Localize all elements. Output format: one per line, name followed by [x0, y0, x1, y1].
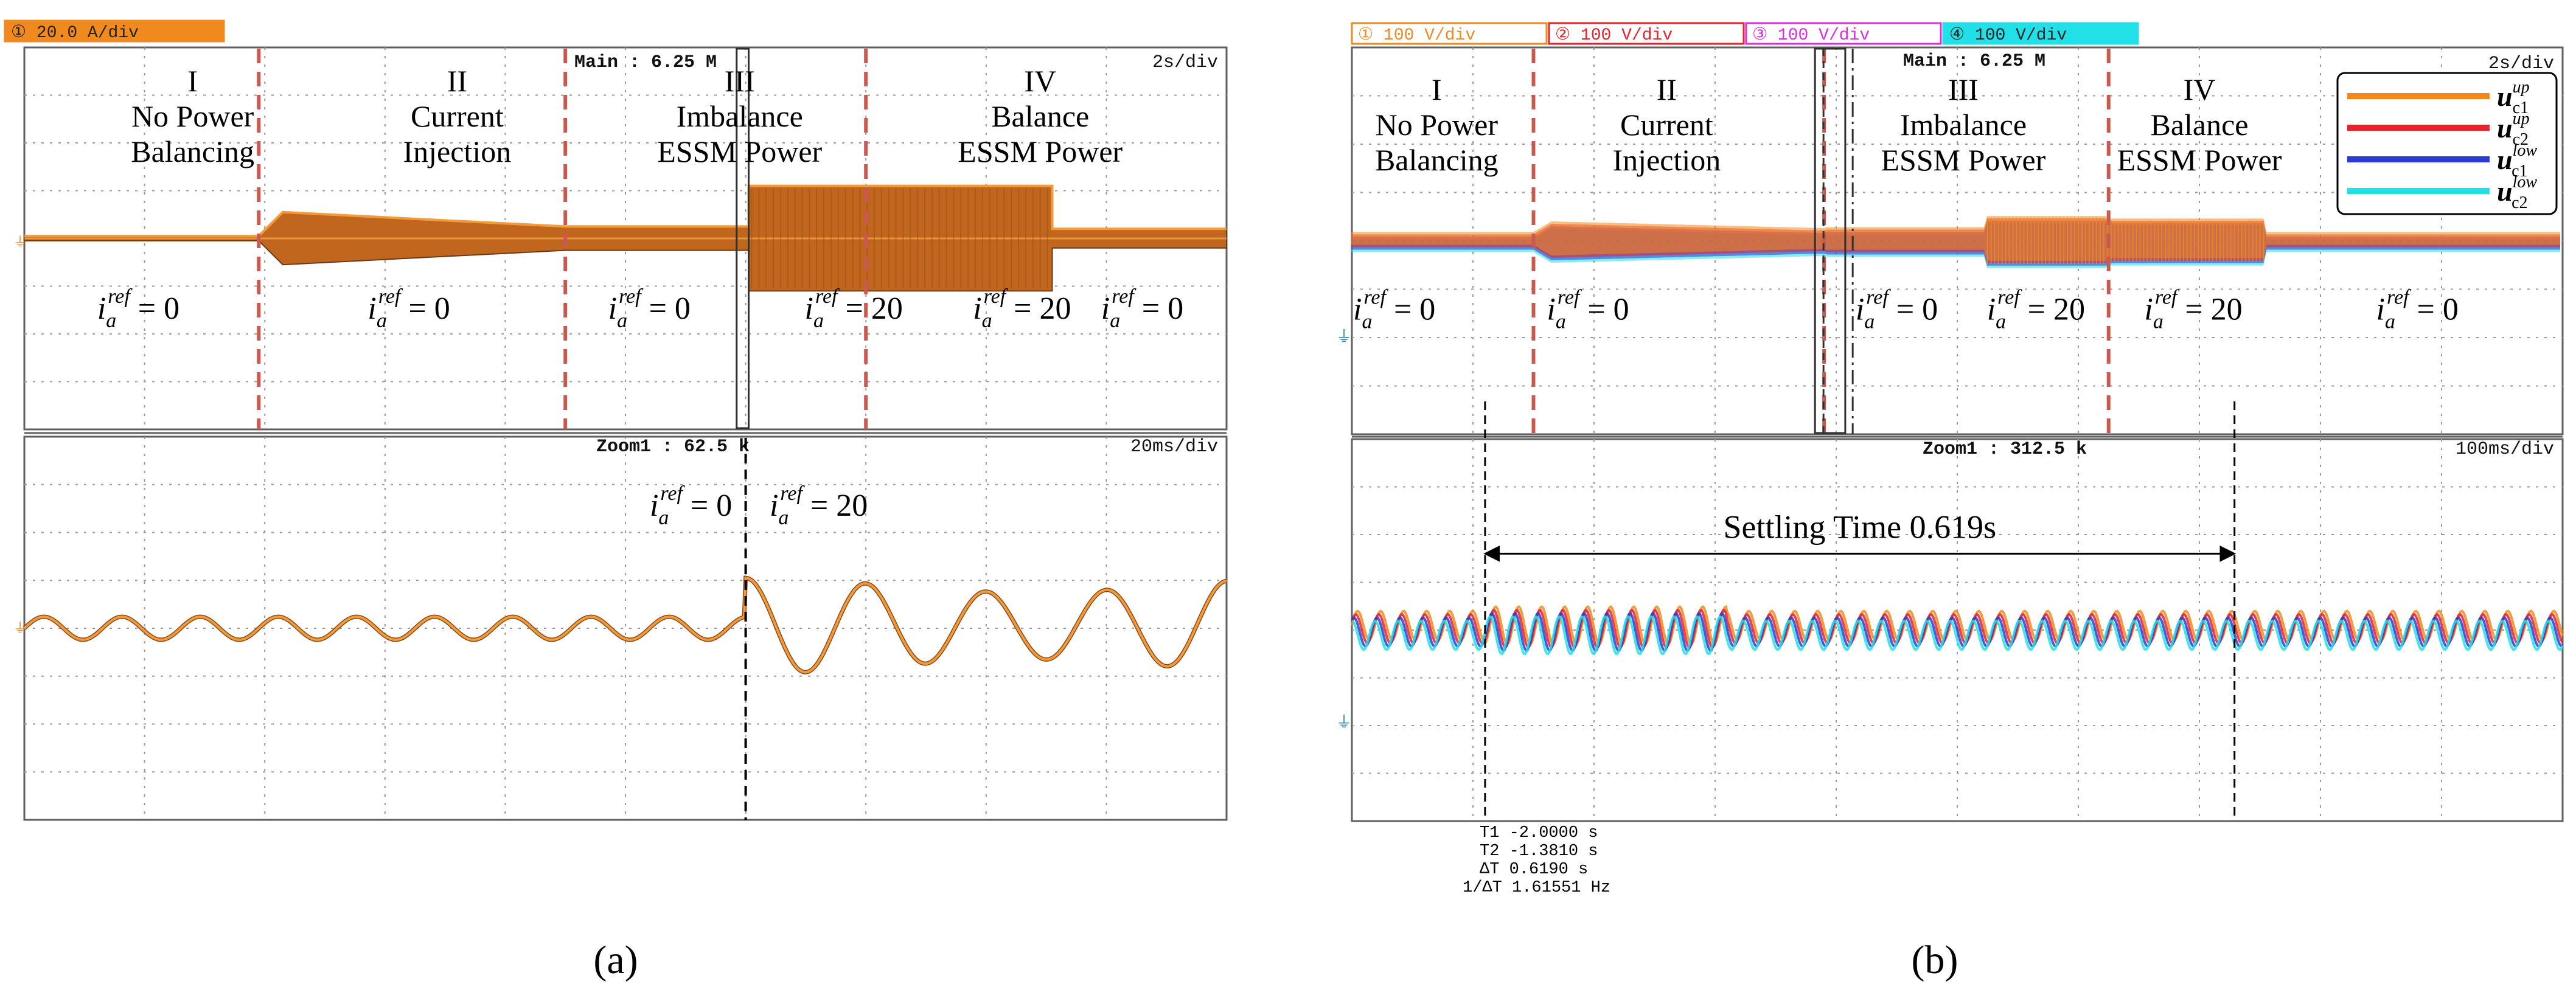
channel-badge-text: ① 100 V/div: [1358, 26, 1475, 45]
phase-label: III: [725, 64, 755, 98]
legend-label: ulow c1: [2497, 141, 2537, 181]
zoom-window-box: [1814, 47, 1847, 434]
main-header: Main : 6.25 M: [1903, 51, 2045, 72]
phase-label: ESSM Power: [1881, 143, 2046, 177]
panel-b-label: (b): [1912, 938, 1958, 982]
phase-label: II: [447, 64, 467, 98]
readout-t1: T1 -2.0000 s: [1480, 824, 1598, 842]
phase-label: Balance: [2150, 108, 2248, 142]
ground-marker-main: ⏚: [1336, 327, 1352, 345]
iref-label: iaref = 0: [1353, 286, 1435, 333]
iref-label: iaref = 0: [2376, 286, 2459, 333]
phase-label: Balancing: [1375, 143, 1499, 177]
phase-label: IV: [1024, 64, 1056, 98]
readout-inv-dt: 1/ΔT 1.61551 Hz: [1463, 879, 1610, 897]
main-timebase: 2s/div: [1152, 52, 1218, 73]
channel-badge-text: ④ 100 V/div: [1949, 26, 2067, 45]
zoom-traces: [1351, 605, 2564, 656]
phase-label: Injection: [1613, 143, 1721, 177]
phase-labels: INo PowerBalancingIICurrentInjectionIIII…: [1375, 72, 2282, 177]
cursor-readout: T1 -2.0000 s T2 -1.3810 s ΔT 0.6190 s 1/…: [1463, 824, 1610, 897]
phase-label: ESSM Power: [958, 134, 1123, 168]
ground-marker-zoom: ⏚: [1336, 713, 1352, 731]
channel-badge-bg: [1745, 22, 1942, 45]
channel-badge-bg: [1351, 22, 1548, 45]
main-header: Main : 6.25 M: [574, 52, 717, 73]
channel-badges: ① 20.0 A/div: [4, 19, 225, 43]
zoom-iref-labels: iaref = 0 iaref = 20: [650, 482, 868, 529]
phase-label: Injection: [403, 134, 512, 168]
zoom-trace: [1351, 615, 2564, 656]
phase-labels: INo PowerBalancingIICurrentInjectionIIII…: [131, 64, 1123, 168]
zoom-iref-label: iaref = 20: [770, 482, 868, 529]
phase-label: Imbalance: [677, 99, 803, 133]
zoom-window-marker: [736, 47, 750, 429]
phase-label: Balancing: [131, 134, 254, 168]
ground-marker-zoom: ⏚: [13, 620, 27, 636]
iref-label: iaref = 20: [973, 285, 1071, 332]
channel-badges: ① 100 V/div ② 100 V/div ③ 100 V/div ④ 100 V…: [1351, 22, 2139, 45]
phase-label: ESSM Power: [657, 134, 822, 168]
zoom-header: Zoom1 : 312.5 k: [1923, 439, 2087, 460]
iref-labels: iaref = 0 iaref = 0 iaref = 0 iaref = 20 iar…: [97, 285, 1183, 332]
phase-label: IV: [2184, 72, 2216, 106]
phase-label: Current: [1620, 108, 1713, 142]
channel-badge-bg: [1548, 22, 1745, 45]
panel-a-label: (a): [593, 938, 638, 982]
zoom-timebase: 100ms/div: [2456, 439, 2554, 460]
iref-label: iaref = 0: [1547, 286, 1629, 333]
phase-label: Imbalance: [1900, 108, 2027, 142]
iref-label: iaref = 20: [1987, 286, 2085, 333]
readout-dt: ΔT 0.6190 s: [1480, 861, 1588, 879]
legend-box: [2336, 72, 2558, 215]
phase-label: Balance: [991, 99, 1089, 133]
ground-marker-main: ⏚: [13, 234, 27, 249]
iref-label: iaref = 20: [805, 285, 903, 332]
phase-label: No Power: [131, 99, 254, 133]
phase-label: Current: [411, 99, 504, 133]
iref-label: iaref = 20: [2144, 286, 2242, 333]
phase-boundaries: [1531, 49, 2111, 434]
legend-label: ulow c2: [2497, 173, 2537, 212]
iref-label: iaref = 0: [608, 285, 691, 332]
iref-label: iaref = 0: [1101, 285, 1183, 332]
phase-label: ESSM Power: [2117, 143, 2282, 177]
panel-b: ① 100 V/div ② 100 V/div ③ 100 V/div ④ 100 V…: [1336, 22, 2564, 982]
iref-labels: iaref = 0 iaref = 0 iaref = 0 iaref = 20 iar…: [1353, 286, 2459, 333]
phase-boundaries: [257, 49, 868, 429]
zoom-iref-label: iaref = 0: [650, 482, 732, 529]
zoom-header: Zoom1 : 62.5 k: [596, 437, 750, 457]
zoom-timebase: 20ms/div: [1130, 437, 1218, 457]
zoom-trace-ia: [23, 575, 1227, 674]
trace-band: [1351, 216, 2560, 261]
phase-label: III: [1948, 72, 1979, 106]
readout-t2: T2 -1.3810 s: [1480, 842, 1598, 861]
legend-label: uup c2: [2497, 109, 2530, 149]
phase-label: I: [1432, 72, 1442, 106]
channel-badge-bg: [1942, 22, 2139, 45]
zoom-trace: [23, 577, 1227, 674]
channel-badge-text: ③ 100 V/div: [1752, 26, 1870, 45]
iref-label: iaref = 0: [97, 285, 179, 332]
phase-label: No Power: [1376, 108, 1499, 142]
settling-time-label: Settling Time 0.619s: [1723, 508, 1996, 545]
channel-badge-text: ① 20.0 A/div: [11, 24, 139, 43]
main-timebase: 2s/div: [2488, 54, 2554, 74]
phase-label: I: [187, 64, 198, 98]
channel-badge-text: ② 100 V/div: [1555, 26, 1673, 45]
phase-label: II: [1657, 72, 1677, 106]
legend-label: uup c1: [2497, 78, 2530, 117]
iref-label: iaref = 0: [1856, 286, 1938, 333]
zoom-screen-frame: [23, 435, 1228, 821]
zoom-window-marker: [1814, 47, 1854, 434]
main-traces: [1351, 216, 2560, 268]
channel-badge-bg: [4, 19, 225, 43]
iref-label: iaref = 0: [367, 285, 450, 332]
